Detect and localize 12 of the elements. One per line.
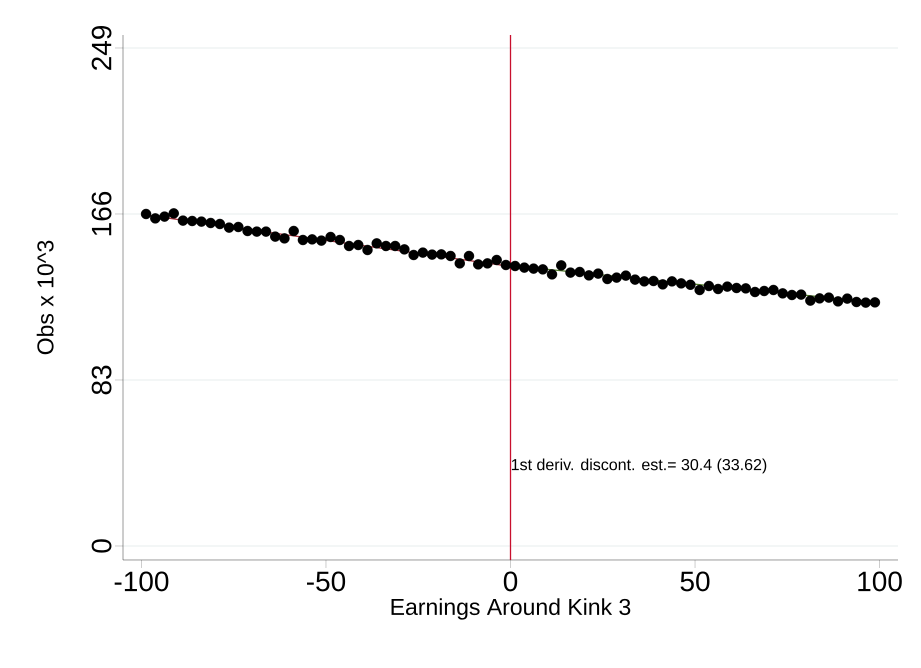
annotation: 1st deriv. discont. est.= 30.4 (33.62) xyxy=(512,458,766,474)
y-axis-title: Obs x 10^3 xyxy=(36,240,54,354)
x-tick-label: 0 xyxy=(504,572,518,592)
y-tick-label: 166 xyxy=(92,192,112,236)
x-tick-label: -100 xyxy=(114,572,168,592)
x-tick-label: 50 xyxy=(680,572,710,592)
x-tick-label: 100 xyxy=(858,572,902,592)
y-tick-label: 0 xyxy=(92,539,112,553)
y-tick-label: 249 xyxy=(92,26,112,70)
x-axis-title: Earnings Around Kink 3 xyxy=(392,598,630,620)
y-tick-label: 83 xyxy=(92,366,112,394)
x-tick-label: -50 xyxy=(306,572,346,592)
